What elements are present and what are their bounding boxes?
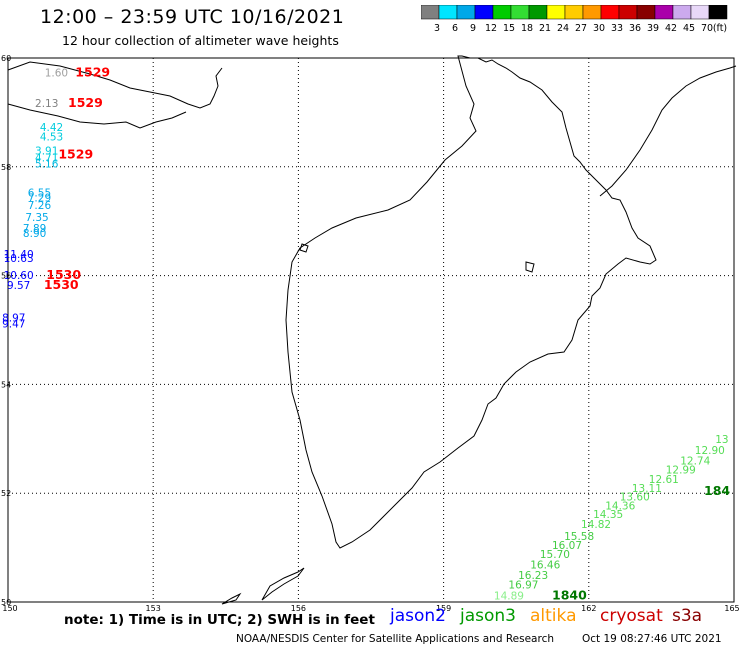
color-scale-label: 15 [503,23,515,34]
observation-time-label: 184 [704,483,730,498]
color-scale-label: 36 [629,23,641,34]
wave-height-value: 6.55 [28,188,51,200]
wave-height-value: 7.29 [28,193,51,205]
observation-time-label: 1840 [552,587,587,602]
map-title: 12:00 – 23:59 UTC 10/16/2021 [40,6,345,28]
wave-height-value: 16.07 [552,540,582,552]
observation-time-label: 1530 [44,277,79,292]
longitude-tick-label: 165 [724,604,739,613]
longitude-tick-label: 153 [146,604,161,613]
generation-timestamp: Oct 19 08:27:46 UTC 2021 [582,633,722,645]
kuril-island-2 [221,592,242,605]
wave-height-value: 13.60 [620,491,650,503]
color-scale-label: 9 [470,23,476,34]
wave-height-value: 9.57 [7,280,30,292]
wave-height-value: 16.23 [518,570,548,582]
color-scale-legend: 3 6 9 12 15 18 21 24 27 30 33 36 39 42 45 70 (ft) [421,5,728,34]
wave-height-value: 16.97 [508,579,538,591]
wave-height-value: 11.40 [4,249,34,261]
mission-jason2: jason2 [390,606,446,626]
wave-height-value: 14.35 [593,509,623,521]
color-scale-label: 12 [485,23,497,34]
wave-height-value: 3.91 [35,145,58,157]
color-scale-label: 70 [701,23,713,34]
wave-height-value: 10.60 [4,270,34,282]
observation-time-label: 1529 [68,95,103,110]
color-scale-label: 30 [593,23,605,34]
color-scale-label: 45 [683,23,695,34]
map-frame [7,57,735,603]
longitude-tick-label: 162 [581,604,596,613]
wave-height-value: 8.90 [23,228,46,240]
wave-height-value: 4.42 [40,122,63,134]
wave-height-value: 12.74 [680,455,710,467]
kuril-island-4 [299,243,309,253]
color-scale-label: 24 [557,23,569,34]
longitude-tick-label: 150 [2,604,17,613]
wave-height-value: 12.99 [666,465,696,477]
latitude-tick-label: 60 [1,54,11,63]
wave-height-value: 10.63 [4,253,34,265]
wave-height-value: 8.97 [2,312,25,324]
wave-height-value: 12.90 [695,445,725,457]
observation-time-label: 1529 [58,147,93,162]
longitude-tick-label: 156 [291,604,306,613]
wave-height-value: 16.46 [530,559,560,571]
okhotsk-north-coast [7,61,223,109]
wave-height-value: 13 [715,434,728,446]
color-scale-label: 27 [575,23,587,34]
credit-line: NOAA/NESDIS Center for Satellite Applica… [236,633,554,645]
latitude-tick-label: 56 [1,272,11,281]
mission-cryosat: cryosat [600,606,663,626]
color-scale-label: (ft) [713,23,727,34]
latitude-tick-label: 52 [1,489,11,498]
color-scale-label: 18 [521,23,533,34]
wave-height-value: 12.61 [649,474,679,486]
coastline [7,55,737,605]
kamchatka-coastline [285,55,657,549]
northeast-coastline [599,65,737,197]
wave-height-value: 1.60 [45,67,68,79]
wave-height-value: 7.26 [28,200,52,212]
wave-height-value: 5.16 [35,158,59,170]
wave-height-value: 15.58 [564,531,594,543]
wave-height-value: 4.71 [35,152,58,164]
latitude-tick-label: 50 [1,598,11,607]
wave-height-value: 13.11 [632,483,662,495]
longitude-tick-label: 159 [436,604,451,613]
taui-bay-coast [7,103,187,129]
wave-height-value: 14.36 [605,501,635,513]
color-swatch [708,5,728,20]
wave-height-value: 2.13 [35,98,58,110]
color-scale-label: 39 [647,23,659,34]
mission-altika: altika [530,606,577,626]
wave-height-value: 7.35 [25,212,48,224]
wave-height-value: 14.82 [581,519,611,531]
kuril-island-3 [525,261,535,273]
latitude-tick-label: 58 [1,163,11,172]
wave-height-value: 15.70 [540,549,570,561]
wave-height-value: 14.89 [494,590,524,602]
color-scale-label: 42 [665,23,677,34]
mission-jason3: jason3 [460,606,516,626]
mission-s3a: s3a [672,606,703,626]
axis-tick-labels: 150 153 156 159 162 165 60 58 56 54 52 50 [1,54,740,613]
map-subtitle: 12 hour collection of altimeter wave hei… [62,33,339,48]
color-scale-label: 33 [611,23,623,34]
footer-note: note: 1) Time is in UTC; 2) SWH is in fe… [64,612,375,628]
kuril-island-1 [261,567,305,601]
observation-time-label: 1529 [75,64,110,79]
wave-height-value: 4.53 [40,132,63,144]
latitude-tick-label: 54 [1,380,11,389]
color-scale-label: 21 [539,23,551,34]
observation-time-label: 1530 [46,267,81,282]
color-scale-label: 3 [434,23,440,34]
wave-height-value: 7.89 [23,223,46,235]
wave-height-value: 9.47 [2,318,25,330]
color-scale-label: 6 [452,23,458,34]
map-grid [7,57,735,603]
observation-labels: 1.60 2.13 4.424.533.914.715.16 6.557.297.26… [2,64,730,602]
